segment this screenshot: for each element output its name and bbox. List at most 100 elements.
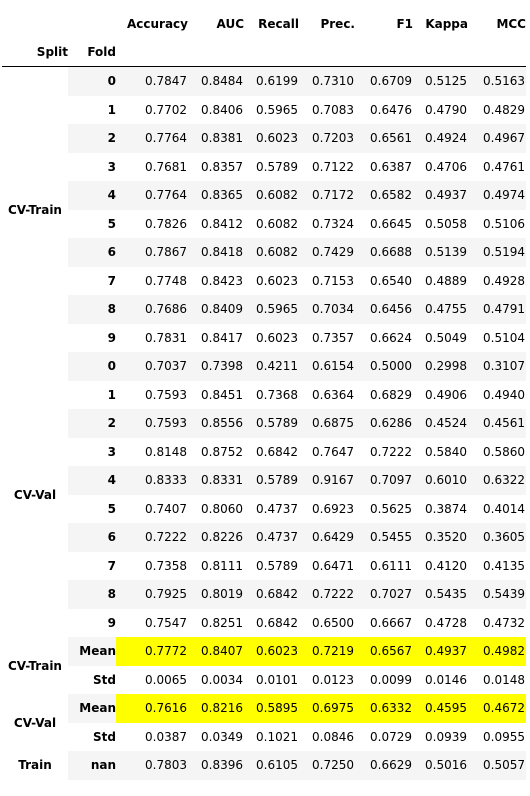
column-header: AUC xyxy=(216,16,244,31)
table-cell: 0.8484 xyxy=(188,66,244,96)
row-fold-label: 0 xyxy=(68,352,116,381)
table-cell: 0.4937 xyxy=(413,637,468,666)
table-row: 2 0.7593 0.8556 0.5789 0.6875 0.6286 0.4524 0.4… xyxy=(2,409,526,438)
table-cell: 0.5789 xyxy=(256,558,298,573)
table-row: Std 0.0387 0.0349 0.1021 0.0846 0.0729 0.0939 0… xyxy=(2,723,526,752)
table-cell: 0.7681 xyxy=(145,159,187,174)
table-cell: 0.5789 xyxy=(244,409,299,438)
table-cell: 0.7203 xyxy=(299,124,355,153)
table-cell: 0.6082 xyxy=(244,238,299,267)
row-fold-label: 9 xyxy=(107,615,116,630)
row-fold-label: nan xyxy=(68,751,116,780)
table-cell: 0.6629 xyxy=(355,751,413,780)
table-cell: 0.5106 xyxy=(483,216,525,231)
table-cell: 0.8418 xyxy=(188,238,244,267)
table-cell: 0.0939 xyxy=(425,729,467,744)
table-cell: 0.7310 xyxy=(299,66,355,96)
table-cell: 0.6456 xyxy=(355,295,413,324)
row-fold-label: 4 xyxy=(68,466,116,495)
table-cell: 0.0101 xyxy=(256,672,298,687)
table-cell: 0.6286 xyxy=(355,409,413,438)
table-cell: 0.5789 xyxy=(256,159,298,174)
table-cell: 0.8417 xyxy=(201,330,243,345)
table-row: 1 0.7593 0.8451 0.7368 0.6364 0.6829 0.4906 0.4… xyxy=(2,381,526,410)
table-cell: 0.0846 xyxy=(312,729,354,744)
table-cell: 0.7593 xyxy=(145,387,187,402)
table-cell: 0.6023 xyxy=(244,124,299,153)
table-cell: 0.8251 xyxy=(201,615,243,630)
table-cell: 0.5860 xyxy=(483,444,525,459)
table-cell: 0.0729 xyxy=(370,729,412,744)
table-cell: 0.5104 xyxy=(483,330,525,345)
table-cell: 0.0387 xyxy=(145,729,187,744)
table-cell: 0.7122 xyxy=(312,159,354,174)
row-fold-label: 1 xyxy=(107,387,116,402)
table-cell: 0.8019 xyxy=(188,580,244,609)
table-cell: 0.7547 xyxy=(145,615,187,630)
table-row: 7 0.7358 0.8111 0.5789 0.6471 0.6111 0.4120 0.4… xyxy=(2,552,526,581)
table-cell: 0.6842 xyxy=(256,444,298,459)
table-cell: 0.3605 xyxy=(468,523,526,552)
row-split-label: CV-Train xyxy=(2,66,68,352)
table-cell: 0.4737 xyxy=(244,523,299,552)
table-cell: 0.6667 xyxy=(370,615,412,630)
table-cell: 0.8406 xyxy=(201,102,243,117)
table-row: 4 0.8333 0.8331 0.5789 0.9167 0.7097 0.6010 0.6… xyxy=(2,466,526,495)
table-cell: 0.7831 xyxy=(145,330,187,345)
row-fold-label: 7 xyxy=(107,273,116,288)
table-cell: 0.4790 xyxy=(425,102,467,117)
table-cell: 0.4120 xyxy=(425,558,467,573)
table-cell: 0.7748 xyxy=(145,273,187,288)
table-cell: 0.7222 xyxy=(299,580,355,609)
table-cell: 0.3520 xyxy=(413,523,468,552)
table-cell: 0.4889 xyxy=(425,273,467,288)
table-cell: 0.8111 xyxy=(201,558,243,573)
table-cell: 0.8407 xyxy=(188,637,244,666)
table-cell: 0.0034 xyxy=(201,672,243,687)
table-cell: 0.5455 xyxy=(355,523,413,552)
table-cell: 0.6111 xyxy=(370,558,412,573)
table-cell: 0.6023 xyxy=(256,273,298,288)
table-cell: 0.5435 xyxy=(413,580,468,609)
table-cell: 0.6105 xyxy=(244,751,299,780)
table-cell: 0.7398 xyxy=(188,352,244,381)
table-cell: 0.7250 xyxy=(299,751,355,780)
table-cell: 0.5058 xyxy=(425,216,467,231)
row-fold-label: 6 xyxy=(68,238,116,267)
table-cell: 0.7034 xyxy=(299,295,355,324)
table-cell: 0.8357 xyxy=(201,159,243,174)
table-row: Std 0.0065 0.0034 0.0101 0.0123 0.0099 0.0146 0… xyxy=(2,666,526,695)
table-cell: 0.6645 xyxy=(370,216,412,231)
table-cell: 0.0349 xyxy=(201,729,243,744)
row-split-label: CV-Train xyxy=(2,637,68,694)
table-cell: 0.7764 xyxy=(116,181,188,210)
row-fold-label: Mean xyxy=(68,637,116,666)
table-cell: 0.8331 xyxy=(188,466,244,495)
table-cell: 0.6082 xyxy=(244,181,299,210)
row-fold-label: 2 xyxy=(68,124,116,153)
row-fold-label: Mean xyxy=(68,694,116,723)
index-name-fold: Fold xyxy=(68,37,116,67)
table-cell: 0.4014 xyxy=(483,501,525,516)
table-cell: 0.4829 xyxy=(483,102,525,117)
table-row: 3 0.8148 0.8752 0.6842 0.7647 0.7222 0.5840 0.5… xyxy=(2,438,526,467)
table-cell: 0.6476 xyxy=(370,102,412,117)
table-cell: 0.0148 xyxy=(483,672,525,687)
table-cell: 0.5163 xyxy=(468,66,526,96)
table-cell: 0.4595 xyxy=(413,694,468,723)
table-cell: 0.7686 xyxy=(116,295,188,324)
table-cell: 0.4924 xyxy=(413,124,468,153)
table-cell: 0.4737 xyxy=(256,501,298,516)
table-cell: 0.7647 xyxy=(312,444,354,459)
header-blank xyxy=(2,10,68,37)
table-cell: 0.8412 xyxy=(201,216,243,231)
table-cell: 0.7097 xyxy=(355,466,413,495)
table-cell: 0.4940 xyxy=(483,387,525,402)
table-row: Train nan 0.7803 0.8396 0.6105 0.7250 0.6629 0.… xyxy=(2,751,526,780)
table-cell: 0.8060 xyxy=(201,501,243,516)
table-cell: 0.0955 xyxy=(483,729,525,744)
table-cell: 0.5139 xyxy=(413,238,468,267)
table-row: 8 0.7686 0.8409 0.5965 0.7034 0.6456 0.4755 0.4… xyxy=(2,295,526,324)
table-cell: 0.4967 xyxy=(468,124,526,153)
table-row: 8 0.7925 0.8019 0.6842 0.7222 0.7027 0.5435 0.5… xyxy=(2,580,526,609)
